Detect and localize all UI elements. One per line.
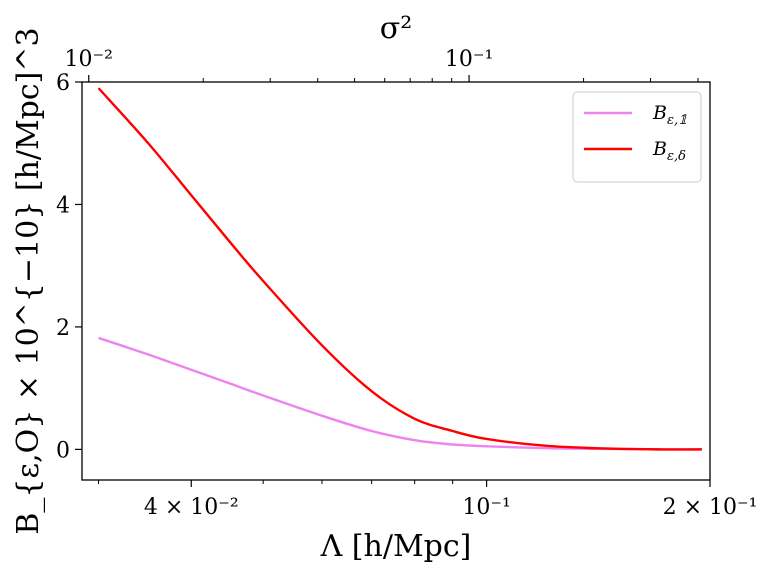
x-tick-label: 10⁻¹ <box>462 495 510 520</box>
series-line-1 <box>98 336 702 451</box>
x-axis-title: Λ [h/Mpc] <box>320 529 472 564</box>
y-tick-label: 6 <box>56 71 70 96</box>
x-tick-label: 4 × 10⁻² <box>144 495 239 520</box>
top-tick-label: 10⁻² <box>65 47 113 72</box>
x-tick-label: 2 × 10⁻¹ <box>663 495 758 520</box>
legend: Bε,𝟙 Bε,δ <box>572 91 702 183</box>
ticks-layer: 4 × 10⁻² 10⁻¹ 2 × 10⁻¹ 0 2 4 610⁻² 10⁻¹ <box>56 47 757 520</box>
legend-label-1: Bε,𝟙 <box>652 102 687 128</box>
top-tick-label: 10⁻¹ <box>445 47 493 72</box>
series-layer <box>97 87 702 451</box>
y-tick-label: 4 <box>56 193 70 218</box>
y-tick-label: 0 <box>56 438 70 463</box>
y-axis-title: B_{ε,O} × 10^{−10} [h/Mpc]^3 <box>11 27 46 534</box>
plot-frame <box>81 81 711 481</box>
y-tick-label: 2 <box>56 316 70 341</box>
top-axis-title: σ² <box>380 11 413 46</box>
series-line-2 <box>97 87 702 451</box>
legend-label-2: Bε,δ <box>652 138 686 164</box>
legend-box <box>572 91 702 183</box>
